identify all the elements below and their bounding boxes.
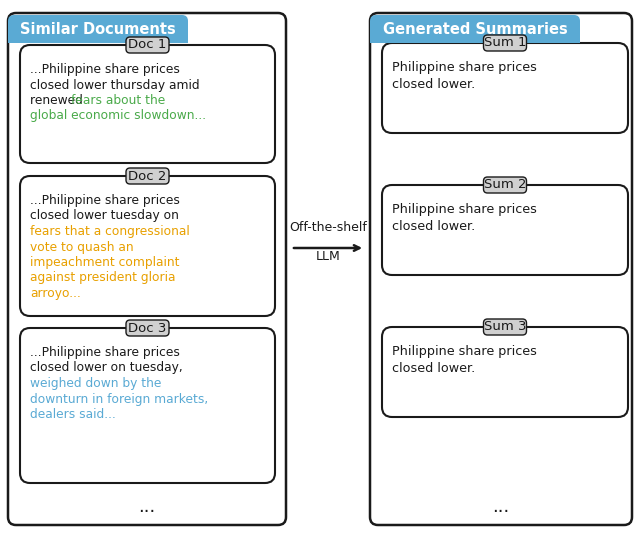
FancyBboxPatch shape bbox=[382, 327, 628, 417]
FancyBboxPatch shape bbox=[126, 320, 169, 336]
Text: impeachment complaint: impeachment complaint bbox=[30, 256, 179, 269]
FancyBboxPatch shape bbox=[370, 13, 632, 525]
Bar bbox=[8, 29, 188, 43]
Text: vote to quash an: vote to quash an bbox=[30, 240, 134, 254]
Text: Philippine share prices
closed lower.: Philippine share prices closed lower. bbox=[392, 61, 537, 91]
Text: Sum 1: Sum 1 bbox=[484, 36, 526, 50]
FancyBboxPatch shape bbox=[382, 185, 628, 275]
FancyBboxPatch shape bbox=[8, 15, 188, 43]
FancyBboxPatch shape bbox=[483, 35, 527, 51]
Bar bbox=[370, 29, 580, 43]
Text: ...: ... bbox=[492, 498, 509, 516]
FancyBboxPatch shape bbox=[382, 43, 628, 133]
Text: LLM: LLM bbox=[316, 250, 340, 263]
Text: Philippine share prices
closed lower.: Philippine share prices closed lower. bbox=[392, 345, 537, 375]
Text: closed lower on tuesday,: closed lower on tuesday, bbox=[30, 361, 183, 375]
FancyBboxPatch shape bbox=[20, 45, 275, 163]
Text: closed lower tuesday on: closed lower tuesday on bbox=[30, 209, 179, 222]
FancyBboxPatch shape bbox=[483, 319, 527, 335]
FancyBboxPatch shape bbox=[483, 177, 527, 193]
Text: global economic slowdown...: global economic slowdown... bbox=[30, 109, 206, 123]
Text: Philippine share prices
closed lower.: Philippine share prices closed lower. bbox=[392, 203, 537, 233]
Text: Doc 2: Doc 2 bbox=[128, 169, 166, 182]
Text: weighed down by the: weighed down by the bbox=[30, 377, 161, 390]
Text: Sum 2: Sum 2 bbox=[484, 179, 526, 191]
Text: Similar Documents: Similar Documents bbox=[20, 21, 176, 36]
Text: Generated Summaries: Generated Summaries bbox=[383, 21, 568, 36]
Text: Doc 1: Doc 1 bbox=[128, 38, 166, 52]
FancyBboxPatch shape bbox=[126, 168, 169, 184]
FancyBboxPatch shape bbox=[370, 15, 580, 43]
Text: Off-the-shelf: Off-the-shelf bbox=[289, 221, 367, 234]
Text: Doc 3: Doc 3 bbox=[128, 321, 166, 335]
Text: ...Philippine share prices: ...Philippine share prices bbox=[30, 346, 180, 359]
Text: ...: ... bbox=[138, 498, 156, 516]
Text: downturn in foreign markets,: downturn in foreign markets, bbox=[30, 392, 208, 406]
FancyBboxPatch shape bbox=[126, 37, 169, 53]
Text: closed lower thursday amid: closed lower thursday amid bbox=[30, 78, 200, 92]
Text: against president gloria: against president gloria bbox=[30, 271, 175, 285]
Text: dealers said...: dealers said... bbox=[30, 408, 116, 421]
FancyBboxPatch shape bbox=[20, 176, 275, 316]
Text: renewed: renewed bbox=[30, 94, 87, 107]
Text: fears that a congressional: fears that a congressional bbox=[30, 225, 189, 238]
Text: ...Philippine share prices: ...Philippine share prices bbox=[30, 194, 180, 207]
FancyBboxPatch shape bbox=[20, 328, 275, 483]
Text: arroyo...: arroyo... bbox=[30, 287, 81, 300]
Text: ...Philippine share prices: ...Philippine share prices bbox=[30, 63, 180, 76]
Text: Sum 3: Sum 3 bbox=[484, 320, 526, 334]
Text: fears about the: fears about the bbox=[71, 94, 165, 107]
FancyBboxPatch shape bbox=[8, 13, 286, 525]
